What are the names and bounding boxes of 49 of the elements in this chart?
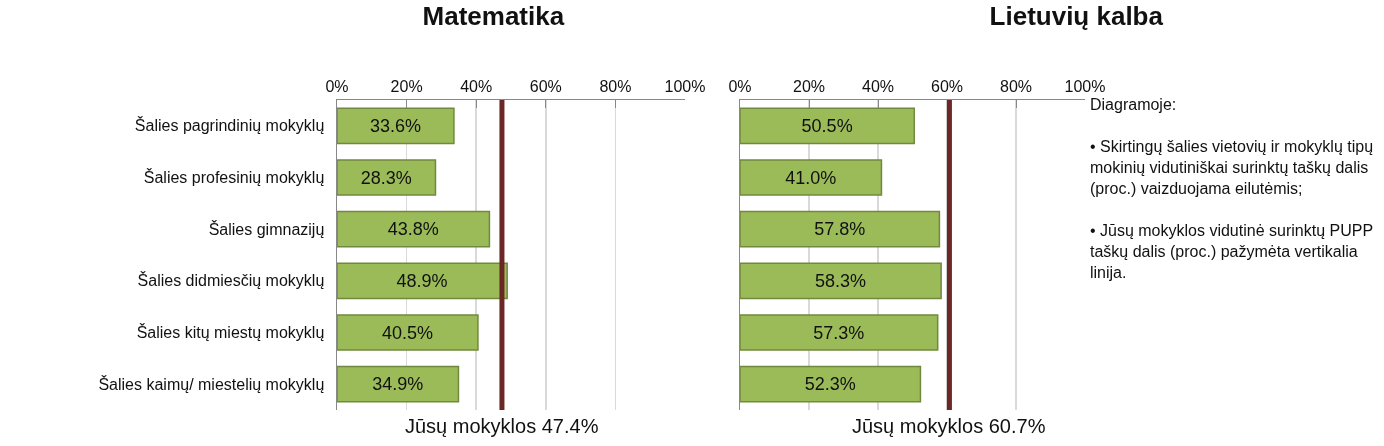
x-tick-label: 40% <box>460 78 493 96</box>
y-tick-label: Šalies kaimų/ miestelių mokyklų <box>98 374 325 393</box>
bar <box>740 159 883 196</box>
data-label: 58.3% <box>815 270 867 291</box>
bar <box>740 262 942 300</box>
y-tick-label: Šalies gimnazijų <box>208 219 325 238</box>
ref-line-label: Jūsų mokyklos 47.4% <box>405 415 599 437</box>
data-label: 48.9% <box>396 270 448 291</box>
x-tick-label: 100% <box>1064 78 1106 96</box>
x-tick-label: 20% <box>792 78 826 96</box>
x-tick-label: 20% <box>390 78 423 96</box>
x-tick-label: 0% <box>728 78 752 96</box>
bar <box>337 107 455 145</box>
y-tick-label: Šalies profesinių mokyklų <box>143 168 325 187</box>
text: • Skirtingų šalies vietovių ir mokyklų tipų mokinių vidutiniškai surinktų taškų dalis (proc.) vaizduojama eilutėmis; <box>1090 137 1375 199</box>
y-tick-label: Šalies pagrindinių mokyklų <box>134 116 325 135</box>
x-tick-label: 40% <box>861 78 895 96</box>
chart-title: Matematika <box>422 0 565 31</box>
data-label: 34.9% <box>372 374 424 395</box>
data-label: 43.8% <box>387 219 439 240</box>
x-tick-label: 80% <box>599 78 632 96</box>
x-tick-label: 60% <box>930 78 964 96</box>
bar <box>740 365 922 403</box>
y-tick-label: Šalies kitų miestų mokyklų <box>136 323 325 342</box>
data-label: 41.0% <box>785 167 837 188</box>
y-tick-label: Šalies didmiesčių mokyklų <box>137 271 325 290</box>
x-tick-label: 0% <box>325 78 349 96</box>
x-tick-label: 80% <box>999 78 1033 96</box>
data-label: 57.3% <box>813 322 865 343</box>
bar <box>740 210 941 248</box>
data-label: 57.8% <box>814 219 866 240</box>
text: Diagramoje: <box>1090 95 1178 115</box>
x-tick-label: 100% <box>664 78 706 96</box>
data-label: 40.5% <box>381 322 433 343</box>
bar <box>337 262 508 300</box>
data-label: 50.5% <box>801 115 853 136</box>
x-tick-label: 60% <box>529 78 562 96</box>
text: • Jūsų mokyklos vidutinė surinktų PUPP taškų dalis (proc.) pažymėta vertikalia linija. <box>1090 221 1374 283</box>
bar <box>337 210 491 248</box>
data-label: 28.3% <box>360 167 412 188</box>
data-label: 33.6% <box>369 115 421 136</box>
bar <box>337 159 437 196</box>
chart-title: Lietuvių kalba <box>989 0 1164 31</box>
bar <box>337 314 479 351</box>
bar <box>740 107 915 145</box>
ref-line-label: Jūsų mokyklos 60.7% <box>852 415 1046 437</box>
bar <box>740 314 939 351</box>
data-label: 52.3% <box>804 374 856 395</box>
bar <box>337 365 460 403</box>
